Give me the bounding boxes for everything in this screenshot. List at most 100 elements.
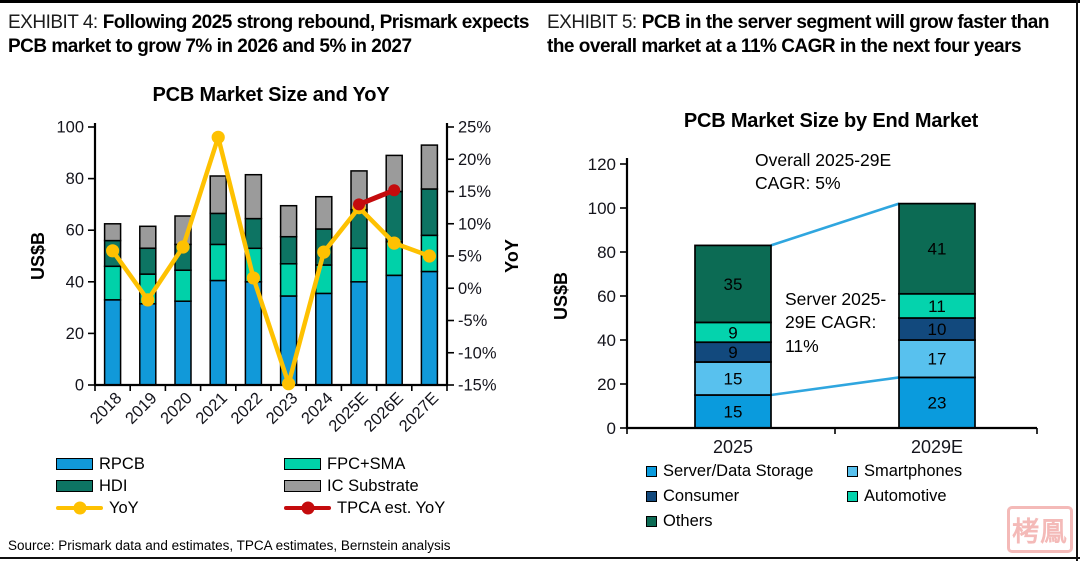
cagr-connector-lines xyxy=(770,202,900,397)
right-chart-title: PCB Market Size by End Market xyxy=(683,110,979,132)
right-chart-legend: Server/Data Storage Smartphones Consumer Au… xyxy=(646,459,962,534)
bar-segment-ic-substrate-2023 xyxy=(279,204,298,238)
bar-segment-hdi-2026e xyxy=(385,190,403,243)
right-y-axis-label: YoY xyxy=(502,239,522,273)
legend-label: FPC+SMA xyxy=(327,454,406,473)
ytick-label: 100 xyxy=(588,199,616,218)
legend-marker-hdi xyxy=(56,480,93,492)
legend-marker-fpc-sma xyxy=(284,458,321,470)
segment-value-label: 11 xyxy=(928,297,946,316)
stacked-bars: 15 15 99 35 23 17 10 11 41 xyxy=(694,202,976,429)
xtick-label-2026e: 2026E xyxy=(361,389,407,435)
legend-label: IC Substrate xyxy=(327,476,419,495)
bar-segment-rpcb-2024 xyxy=(315,292,333,386)
legend-item-rpcb: RPCB xyxy=(56,453,284,475)
legend-marker-tpca-est-yoy xyxy=(284,501,331,515)
xtick-label-2023: 2023 xyxy=(263,389,302,428)
legend-item-ic-substrate: IC Substrate xyxy=(284,475,445,497)
overall-cagr-annotation: Overall 2025-29E CAGR: 5% xyxy=(755,150,892,194)
segment-value-label: 9 xyxy=(728,343,737,362)
yoy-lines xyxy=(106,130,436,391)
watermark-stamp: 栲鳯 xyxy=(1007,506,1073,553)
bar-segment-ic-substrate-2021 xyxy=(209,175,227,215)
legend-label: Server/Data Storage xyxy=(663,462,814,480)
line-yoy xyxy=(110,135,432,386)
exhibit-5-panel: EXHIBIT 5: PCB in the server segment will… xyxy=(545,0,1077,561)
legend-item-automotive: Automotive xyxy=(847,484,962,509)
bar-segment-ic-substrate-2024 xyxy=(315,195,333,230)
bar-segment-automotive-2029e xyxy=(898,292,976,319)
bar-segment-hdi-2027e xyxy=(420,188,439,237)
legend-item-server-data-storage: Server/Data Storage xyxy=(646,459,847,484)
bar-segment-ic-substrate-2027e xyxy=(420,144,439,190)
stacked-bars xyxy=(103,144,439,386)
legend-label: Consumer xyxy=(663,487,740,505)
right-ytick-label: 15% xyxy=(458,183,491,201)
legend-item-tpca-est-yoy: TPCA est. YoY xyxy=(284,497,445,519)
bar-segment-smartphones-2029e xyxy=(898,339,976,379)
segment-value-label: 23 xyxy=(928,394,947,413)
segment-value-label: 41 xyxy=(928,240,947,259)
point-yoy xyxy=(106,244,120,258)
exhibit-5-label: EXHIBIT 5: xyxy=(547,12,637,33)
point-yoy xyxy=(387,236,401,250)
exhibit-4-heading: EXHIBIT 4: Following 2025 strong rebound,… xyxy=(8,11,532,58)
xtick-label-2027e: 2027E xyxy=(396,389,442,435)
exhibit-4-title: Following 2025 strong rebound, Prismark … xyxy=(8,12,529,57)
bar-segment-fpc-sma-2020 xyxy=(174,269,192,302)
ytick-label: 0 xyxy=(607,419,616,438)
point-yoy xyxy=(246,271,260,285)
legend-marker-consumer xyxy=(646,491,657,502)
left-chart-legend: RPCB FPC+SMA HDI IC Substrate YoY TPCA est. Y… xyxy=(56,453,445,519)
right-ytick-label: -5% xyxy=(458,312,488,330)
bar-segment-rpcb-2021 xyxy=(209,279,227,386)
axes: 0 20 40 60 80 100 120 2025 2029E US$B xyxy=(551,155,1038,457)
segment-value-label: 9 xyxy=(728,323,737,342)
point-yoy xyxy=(141,293,155,307)
right-ytick-label: 10% xyxy=(458,215,491,233)
legend-item-others: Others xyxy=(646,509,847,534)
top-border-line xyxy=(0,0,1080,3)
bar-segment-rpcb-2018 xyxy=(103,299,122,386)
bar-segment-fpc-sma-2021 xyxy=(209,243,227,282)
legend-marker-ic-substrate xyxy=(284,480,321,492)
legend-label: TPCA est. YoY xyxy=(337,498,446,517)
right-ytick-label: -10% xyxy=(458,344,497,362)
legend-item-consumer: Consumer xyxy=(646,484,847,509)
legend-marker-smartphones xyxy=(847,466,858,477)
left-ytick-label: 100 xyxy=(56,119,84,137)
legend-marker-yoy xyxy=(56,501,103,515)
bar-segment-fpc-sma-2025e xyxy=(350,247,368,283)
bar-segment-fpc-sma-2018 xyxy=(103,265,122,301)
legend-marker-server-data-storage xyxy=(646,466,657,477)
point-tpca-est-yoy xyxy=(353,198,365,211)
legend-label: Others xyxy=(663,512,713,530)
bar-segment-rpcb-2025e xyxy=(350,281,368,386)
pcb-market-size-yoy-chart: 0 20 40 60 80 100 25% 20% 15% 10% 5% 0% -5% -10% -15% 2… xyxy=(28,119,522,436)
bar-segment-hdi-2022 xyxy=(244,217,263,250)
xtick-label-2025e: 2025E xyxy=(325,389,371,435)
left-ytick-label: 0 xyxy=(75,377,84,395)
left-y-axis-label: US$B xyxy=(28,232,48,280)
left-ytick-label: 60 xyxy=(66,222,84,240)
segment-value-label: 35 xyxy=(724,275,743,294)
right-border-line xyxy=(1076,0,1078,561)
segment-value-label: 15 xyxy=(724,403,743,422)
exhibit-4-label: EXHIBIT 4: xyxy=(8,12,98,33)
right-ytick-label: 0% xyxy=(458,280,482,298)
legend-item-hdi: HDI xyxy=(56,475,284,497)
xtick-label-2025: 2025 xyxy=(713,437,753,457)
segment-value-label: 17 xyxy=(928,350,947,369)
y-axis-label: US$B xyxy=(551,272,571,320)
left-ytick-label: 80 xyxy=(66,170,84,188)
right-ytick-label: 5% xyxy=(458,248,482,266)
legend-label: RPCB xyxy=(99,454,145,473)
legend-label: YoY xyxy=(109,498,139,517)
point-yoy xyxy=(176,240,190,254)
ytick-label: 120 xyxy=(588,155,616,174)
point-yoy xyxy=(422,249,436,263)
segment-value-label: 15 xyxy=(724,370,743,389)
bar-segment-hdi-2019 xyxy=(139,247,157,275)
right-ytick-label: 20% xyxy=(458,151,491,169)
